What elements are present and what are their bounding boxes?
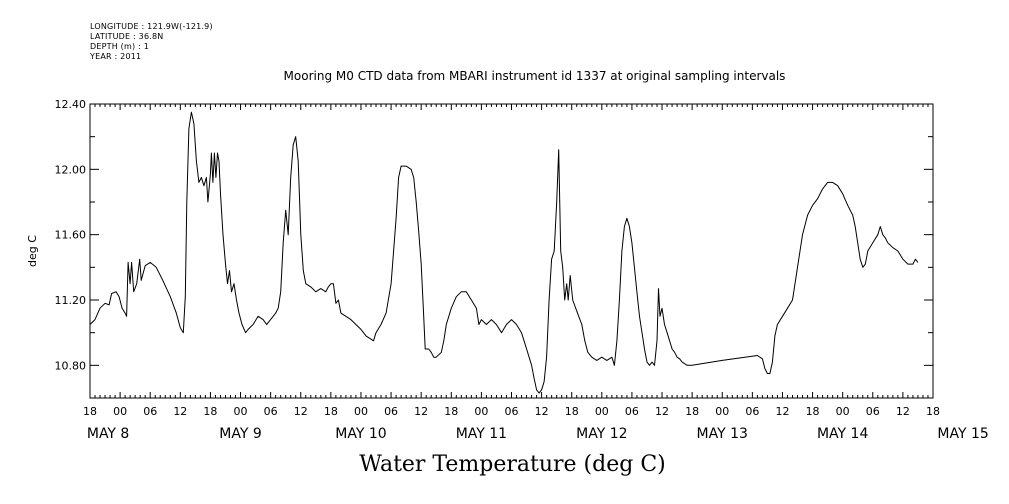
y-tick-label: 10.80 — [55, 359, 87, 372]
minor-ticks — [89, 104, 934, 398]
x-hour-tick-label: 00 — [474, 405, 488, 418]
x-day-label: MAY 8 — [87, 426, 129, 442]
x-hour-tick-label: 12 — [775, 405, 789, 418]
x-day-label: MAY 14 — [817, 426, 868, 442]
x-hour-tick-label: 18 — [203, 405, 217, 418]
series-line — [89, 111, 919, 394]
x-hour-tick-label: 00 — [836, 405, 850, 418]
x-hour-tick-label: 12 — [655, 405, 669, 418]
x-hour-tick-label: 06 — [143, 405, 157, 418]
x-day-label: MAY 15 — [937, 426, 988, 442]
x-day-label: MAY 12 — [576, 426, 627, 442]
x-axis: 18 00 06 12 18 00 06 12 18 00 06 12 18 00 06 12 18 00 06 12… — [83, 405, 989, 442]
series-layer — [89, 111, 919, 394]
x-hour-tick-label: 00 — [113, 405, 127, 418]
metadata-block: LONGITUDE : 121.9W(-121.9) LATITUDE : 36… — [90, 22, 213, 62]
depth-label: DEPTH (m) : 1 — [90, 42, 149, 51]
x-hour-tick-label: 00 — [595, 405, 609, 418]
x-hour-tick-label: 18 — [444, 405, 458, 418]
x-hour-tick-label: 00 — [715, 405, 729, 418]
x-hour-tick-label: 18 — [324, 405, 338, 418]
x-hour-tick-label: 06 — [745, 405, 759, 418]
y-axis-label: deg C — [26, 235, 39, 267]
x-day-label: MAY 13 — [697, 426, 748, 442]
x-day-label: MAY 9 — [219, 426, 261, 442]
year-label: YEAR : 2011 — [90, 52, 142, 61]
x-hour-tick-label: 06 — [264, 405, 278, 418]
y-axis: 10.80 11.20 11.60 12.00 12.40 — [55, 98, 933, 399]
y-tick-label: 12.40 — [55, 98, 87, 111]
x-hour-tick-label: 00 — [354, 405, 368, 418]
x-hour-tick-label: 18 — [926, 405, 940, 418]
x-hour-tick-label: 18 — [83, 405, 97, 418]
x-hour-tick-label: 18 — [685, 405, 699, 418]
chart-title: Mooring M0 CTD data from MBARI instrumen… — [283, 69, 786, 83]
x-hour-tick-label: 06 — [384, 405, 398, 418]
x-hour-tick-label: 18 — [806, 405, 820, 418]
x-hour-tick-label: 12 — [294, 405, 308, 418]
x-hour-tick-label: 12 — [896, 405, 910, 418]
x-day-label: MAY 11 — [456, 426, 507, 442]
x-hour-tick-label: 06 — [505, 405, 519, 418]
y-tick-label: 11.60 — [55, 229, 87, 242]
latitude-label: LATITUDE : 36.8N — [90, 32, 164, 41]
x-hour-tick-label: 00 — [234, 405, 248, 418]
x-hour-tick-label: 12 — [535, 405, 549, 418]
x-day-label: MAY 10 — [335, 426, 386, 442]
x-axis-label: Water Temperature (deg C) — [359, 452, 666, 477]
x-hour-tick-label: 18 — [565, 405, 579, 418]
x-hour-tick-label: 12 — [414, 405, 428, 418]
x-hour-tick-label: 12 — [173, 405, 187, 418]
x-hour-tick-label: 06 — [866, 405, 880, 418]
y-tick-label: 11.20 — [55, 294, 87, 307]
y-tick-label: 12.00 — [55, 163, 87, 176]
x-hour-tick-label: 06 — [625, 405, 639, 418]
longitude-label: LONGITUDE : 121.9W(-121.9) — [90, 22, 213, 31]
plot-frame — [89, 103, 934, 399]
